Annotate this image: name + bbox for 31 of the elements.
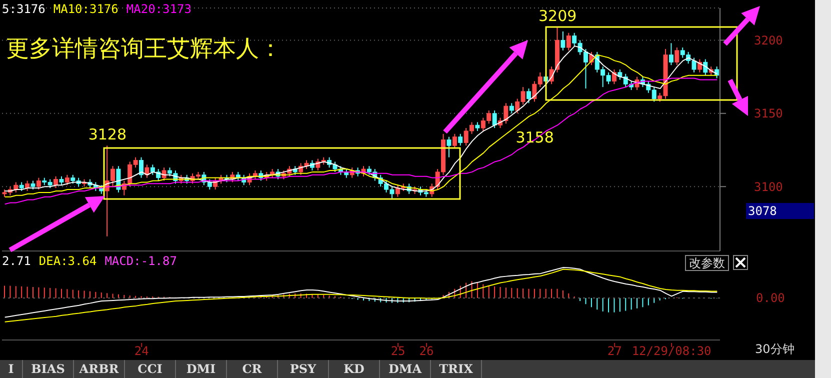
- annotation: 3128: [88, 126, 127, 144]
- text: DMA: [380, 360, 431, 378]
- text: TRIX: [431, 360, 482, 378]
- x-tick-label: 26: [419, 344, 434, 358]
- annotation: 更多详情咨询王艾辉本人：: [6, 35, 282, 64]
- annotation: MACD:-1.87: [104, 254, 177, 268]
- text: MA10:3176: [53, 2, 118, 16]
- y-tick-label: 3150: [754, 106, 783, 121]
- text: MA20:3173: [126, 2, 192, 16]
- text: 5:3176: [2, 2, 46, 16]
- text: CR: [227, 360, 278, 378]
- x-tick-label: 27: [607, 344, 622, 358]
- ref-line-label: 0.00: [756, 291, 785, 305]
- text: PSY: [278, 360, 329, 378]
- text: 30分钟: [755, 341, 794, 358]
- text: I: [0, 360, 23, 378]
- y-tick-label: 3100: [754, 180, 783, 194]
- x-tick-label: 25: [390, 344, 406, 358]
- text: KD: [329, 360, 380, 378]
- annotation: 3209: [538, 7, 577, 26]
- y-tick-label: 3200: [754, 33, 783, 48]
- text: CCI: [125, 360, 176, 378]
- text: 3078: [746, 203, 814, 219]
- text: DMI: [176, 360, 227, 378]
- text: 2.71: [2, 254, 31, 268]
- text: DEA:3.64: [38, 254, 97, 268]
- x-tick-label: 24: [134, 344, 149, 358]
- x-tick-label: 12/29/08:30: [632, 344, 712, 358]
- text: ARBR: [74, 360, 125, 378]
- annotation: 改参数: [685, 255, 729, 271]
- text: BIAS: [23, 360, 74, 378]
